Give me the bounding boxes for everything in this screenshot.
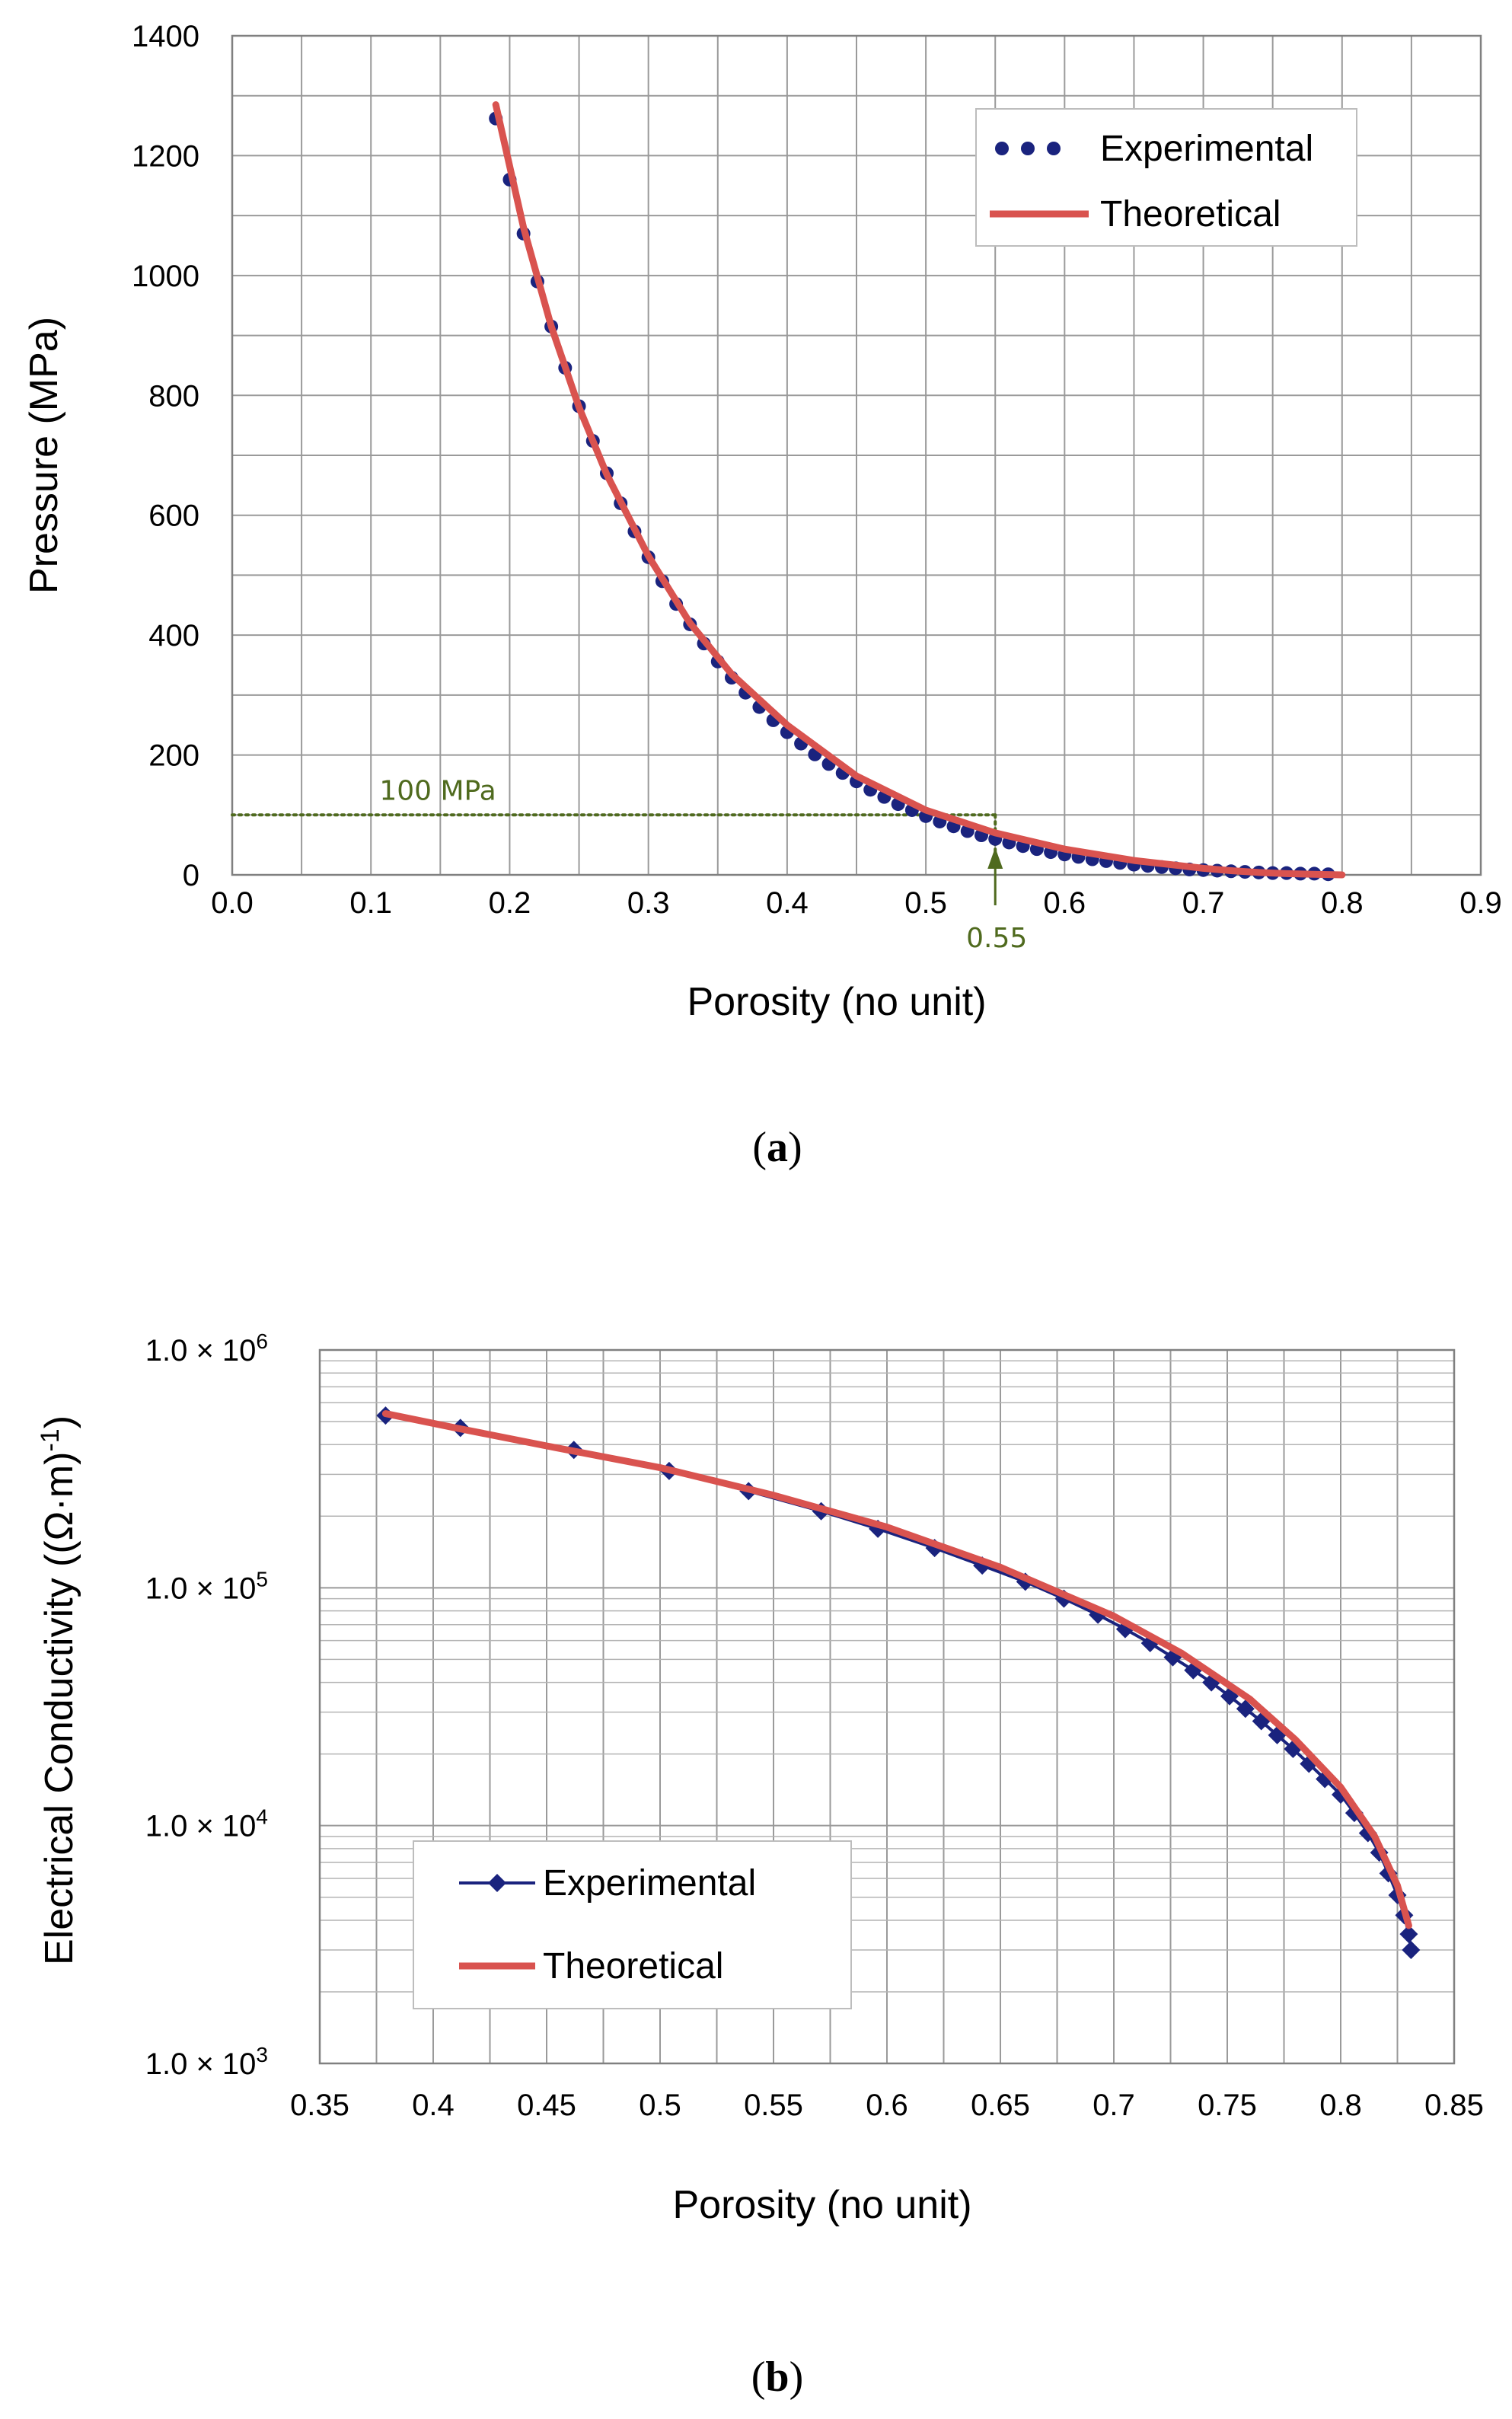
chart-b-y-axis-title: Electrical Conductivity ((Ω·m)-1): [36, 1415, 81, 1965]
chart-a-plot-frame: [231, 34, 1482, 876]
chart-b-x-tick-label: 0.8: [1319, 2089, 1362, 2122]
chart-a-legend: Experimental Theoretical: [975, 108, 1357, 247]
chart-a-theoretical-line: [492, 101, 1346, 879]
chart-b-legend-theoretical-label: Theoretical: [543, 1946, 723, 1987]
chart-b-series: [376, 1406, 1421, 1959]
chart-a-legend-experimental-marker: [995, 142, 1061, 155]
chart-b-x-tick-label: 0.75: [1198, 2089, 1257, 2122]
chart-a-x-tick-label: 0.0: [211, 886, 254, 920]
chart-a-x-tick-label: 0.9: [1459, 886, 1502, 920]
chart-a-y-tick-label: 1200: [132, 139, 199, 173]
chart-b-y-axis-title-close: ): [37, 1415, 81, 1428]
chart-a-x-tick-label: 0.3: [627, 886, 670, 920]
chart-b-y-tick-label: 1.0 × 105: [145, 1567, 268, 1605]
chart-b-conductivity-vs-porosity: 0.35 0.4 0.45 0.5 0.55 0.6 0.65 0.7 0.75 0.8 0.85 …: [36, 1329, 1484, 2227]
chart-b-x-tick-label: 0.5: [639, 2089, 681, 2122]
chart-b-x-tick-label: 0.6: [866, 2089, 908, 2122]
chart-b-y-tick-label: 1.0 × 103: [145, 2043, 268, 2081]
chart-a-series: [489, 101, 1346, 882]
chart-b-caption-letter: b: [765, 2354, 789, 2401]
chart-a-x-tick-label: 0.2: [489, 886, 531, 920]
chart-b-x-tick-label: 0.85: [1424, 2089, 1484, 2122]
chart-a-x-axis-title: Porosity (no unit): [687, 980, 986, 1024]
chart-b-y-tick-label: 1.0 × 106: [145, 1329, 268, 1367]
chart-a-y-tick-label: 400: [148, 619, 199, 653]
chart-b-experimental-point: [1399, 1925, 1418, 1944]
chart-b-x-axis-title: Porosity (no unit): [672, 2183, 971, 2227]
chart-a-y-tick-label: 0: [183, 859, 199, 892]
chart-b-y-tick-labels: 1.0 × 103 1.0 × 104 1.0 × 105 1.0 × 106: [145, 1329, 268, 2081]
chart-a-annotation-100mpa: 100 MPa: [379, 775, 496, 806]
chart-b-theoretical-line: [381, 1410, 1412, 1929]
chart-b-experimental-point: [973, 1556, 992, 1575]
chart-b-x-tick-labels: 0.35 0.4 0.45 0.5 0.55 0.6 0.65 0.7 0.75 0.8 0.85: [290, 2089, 1484, 2122]
chart-a-reference-arrowhead: [987, 847, 1003, 869]
chart-a-x-tick-label: 0.7: [1182, 886, 1225, 920]
chart-b-caption: (b): [751, 2354, 803, 2401]
chart-a-annotations: 100 MPa 0.55: [379, 775, 1027, 954]
chart-b-plot-frame: [318, 1348, 1456, 2065]
chart-b-x-tick-label: 0.35: [290, 2089, 349, 2122]
chart-a-x-tick-label: 0.6: [1044, 886, 1086, 920]
chart-a-annotation-055: 0.55: [966, 923, 1027, 954]
chart-b-legend-box: [413, 1840, 852, 2009]
chart-b-x-tick-label: 0.7: [1093, 2089, 1135, 2122]
chart-a-pressure-vs-porosity: 0.0 0.1 0.2 0.3 0.4 0.5 0.6 0.7 0.8 0.9 0 200 400 60…: [22, 20, 1502, 1024]
chart-b-x-tick-label: 0.55: [744, 2089, 803, 2122]
chart-a-y-tick-label: 1000: [132, 260, 199, 293]
chart-a-x-tick-label: 0.1: [349, 886, 392, 920]
chart-a-y-tick-label: 600: [148, 499, 199, 533]
chart-a-y-tick-labels: 0 200 400 600 800 1000 1200 1400: [132, 20, 199, 892]
chart-a-caption: (a): [752, 1124, 802, 1171]
chart-a-x-tick-label: 0.5: [904, 886, 947, 920]
chart-b-experimental-point: [1402, 1940, 1421, 1959]
chart-a-reference-lines: [231, 813, 1003, 905]
chart-b-x-tick-label: 0.65: [971, 2089, 1030, 2122]
chart-a-y-tick-label: 800: [148, 379, 199, 413]
chart-a-legend-experimental-label: Experimental: [1100, 129, 1313, 169]
chart-a-y-tick-label: 200: [148, 739, 199, 773]
chart-a-y-tick-label: 1400: [132, 20, 199, 53]
chart-a-y-axis-title: Pressure (MPa): [22, 317, 66, 594]
chart-b-x-tick-label: 0.45: [517, 2089, 576, 2122]
chart-b-x-tick-label: 0.4: [412, 2089, 455, 2122]
chart-a-x-tick-label: 0.8: [1321, 886, 1364, 920]
chart-a-caption-letter: a: [767, 1124, 788, 1171]
chart-b-y-tick-label: 1.0 × 104: [145, 1805, 268, 1843]
chart-b-legend-experimental-marker: [459, 1874, 535, 1892]
chart-a-x-tick-labels: 0.0 0.1 0.2 0.3 0.4 0.5 0.6 0.7 0.8 0.9: [211, 886, 1502, 920]
chart-a-x-tick-label: 0.4: [766, 886, 809, 920]
chart-a-legend-theoretical-label: Theoretical: [1100, 194, 1281, 235]
chart-b-legend-experimental-label: Experimental: [543, 1863, 756, 1904]
chart-b-legend: Experimental Theoretical: [413, 1840, 852, 2009]
chart-b-y-axis-title-superscript: -1: [36, 1428, 65, 1451]
chart-a-legend-box: [975, 108, 1357, 247]
chart-b-experimental-point: [1236, 1699, 1255, 1719]
chart-b-y-axis-title-main: Electrical Conductivity ((Ω·m): [37, 1452, 81, 1966]
